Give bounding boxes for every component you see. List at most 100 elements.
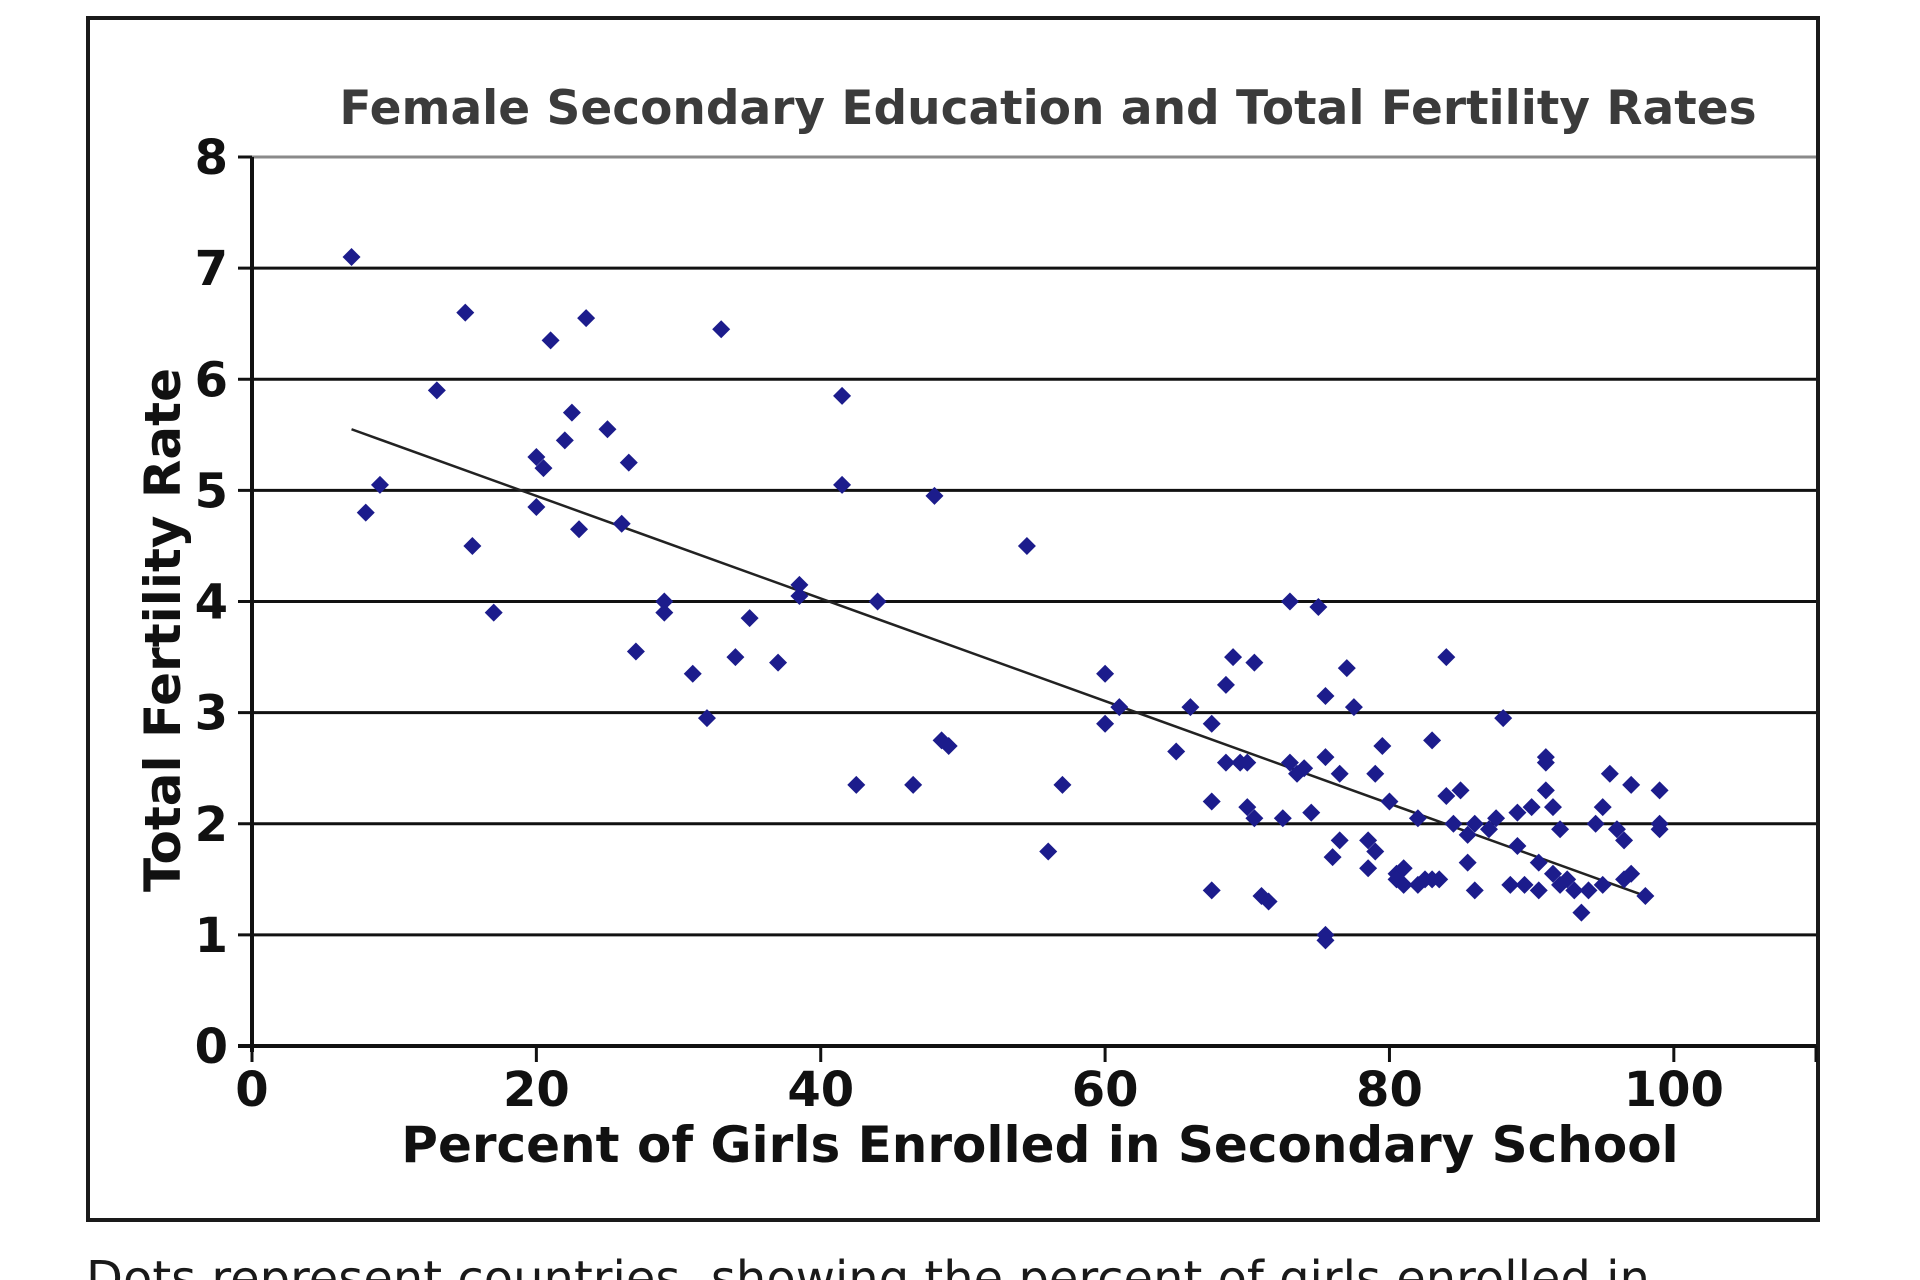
data-point [1202,881,1221,900]
y-tick-label: 1 [195,908,228,964]
y-tick-label: 4 [195,575,228,631]
data-point [598,420,617,439]
data-point [1451,781,1470,800]
data-point [484,603,503,622]
data-point [356,503,375,522]
data-point [626,642,645,661]
data-point [726,648,745,667]
data-point [1017,536,1036,555]
data-point [1600,764,1619,783]
data-point [1216,753,1235,772]
data-point [1359,831,1378,850]
data-point [1408,809,1427,828]
data-point [1110,698,1129,717]
data-point [1096,714,1115,733]
x-tick-label: 100 [1624,1062,1724,1118]
data-point [1316,931,1335,950]
data-point [541,331,560,350]
data-point [1430,870,1449,889]
data-point [1465,814,1484,833]
data-point [655,592,674,611]
y-tick-label: 8 [195,130,228,186]
y-tick-label: 0 [195,1019,228,1075]
x-tick-label: 80 [1356,1062,1423,1118]
x-tick-label: 20 [503,1062,570,1118]
data-point [683,664,702,683]
data-point [1273,809,1292,828]
data-point [1615,831,1634,850]
data-point [1245,809,1264,828]
data-point [1373,736,1392,755]
data-point [1224,648,1243,667]
data-point [1593,798,1612,817]
data-point [1622,864,1641,883]
x-tick-label: 0 [235,1062,268,1118]
data-point [740,609,759,628]
data-point [1181,698,1200,717]
data-point [1202,714,1221,733]
data-point [1437,786,1456,805]
data-point [1323,848,1342,867]
data-point [1508,803,1527,822]
data-point [1380,792,1399,811]
data-point [1366,764,1385,783]
figure-caption: Dots represent countries, showing the pe… [86,1250,1846,1280]
data-point [1280,753,1299,772]
data-point [1216,675,1235,694]
data-point [833,386,852,405]
data-point [1543,864,1562,883]
data-point [1359,859,1378,878]
data-point [1586,814,1605,833]
data-point [1202,792,1221,811]
trendline [351,428,1646,898]
data-point [790,575,809,594]
data-point [1522,798,1541,817]
y-tick-label: 5 [195,463,228,519]
data-point [1316,748,1335,767]
data-point [562,403,581,422]
data-point [1394,859,1413,878]
data-point [1479,820,1498,839]
data-point [1622,775,1641,794]
data-point [527,498,546,517]
x-axis-label: Percent of Girls Enrolled in Secondary S… [401,1116,1678,1174]
data-point [370,475,389,494]
figure-frame [86,16,1820,1222]
data-point [427,381,446,400]
data-point [1238,753,1257,772]
data-point [1536,753,1555,772]
data-point [1444,814,1463,833]
data-point [1309,598,1328,617]
data-point [577,309,596,328]
data-point [1039,842,1058,861]
data-point [712,320,731,339]
data-point [1579,881,1598,900]
data-point [1302,803,1321,822]
y-tick-label: 2 [195,797,228,853]
data-point [1280,592,1299,611]
data-point [1330,764,1349,783]
y-tick-label: 6 [195,352,228,408]
data-point [1465,881,1484,900]
data-point [1096,664,1115,683]
data-point [939,736,958,755]
chart-title: Female Secondary Education and Total Fer… [339,81,1756,136]
data-point [456,303,475,322]
data-point [1607,820,1626,839]
data-point [1295,759,1314,778]
data-point [1259,892,1278,911]
data-point [925,486,944,505]
data-point [1558,870,1577,889]
data-point [1437,648,1456,667]
y-tick-label: 3 [195,686,228,742]
data-point [463,536,482,555]
data-point [1245,653,1264,672]
data-point [1529,881,1548,900]
data-point [619,453,638,472]
data-point [1565,881,1584,900]
data-point [1515,875,1534,894]
data-point [1536,781,1555,800]
data-point [1529,853,1548,872]
data-point [1316,686,1335,705]
data-point [612,514,631,533]
